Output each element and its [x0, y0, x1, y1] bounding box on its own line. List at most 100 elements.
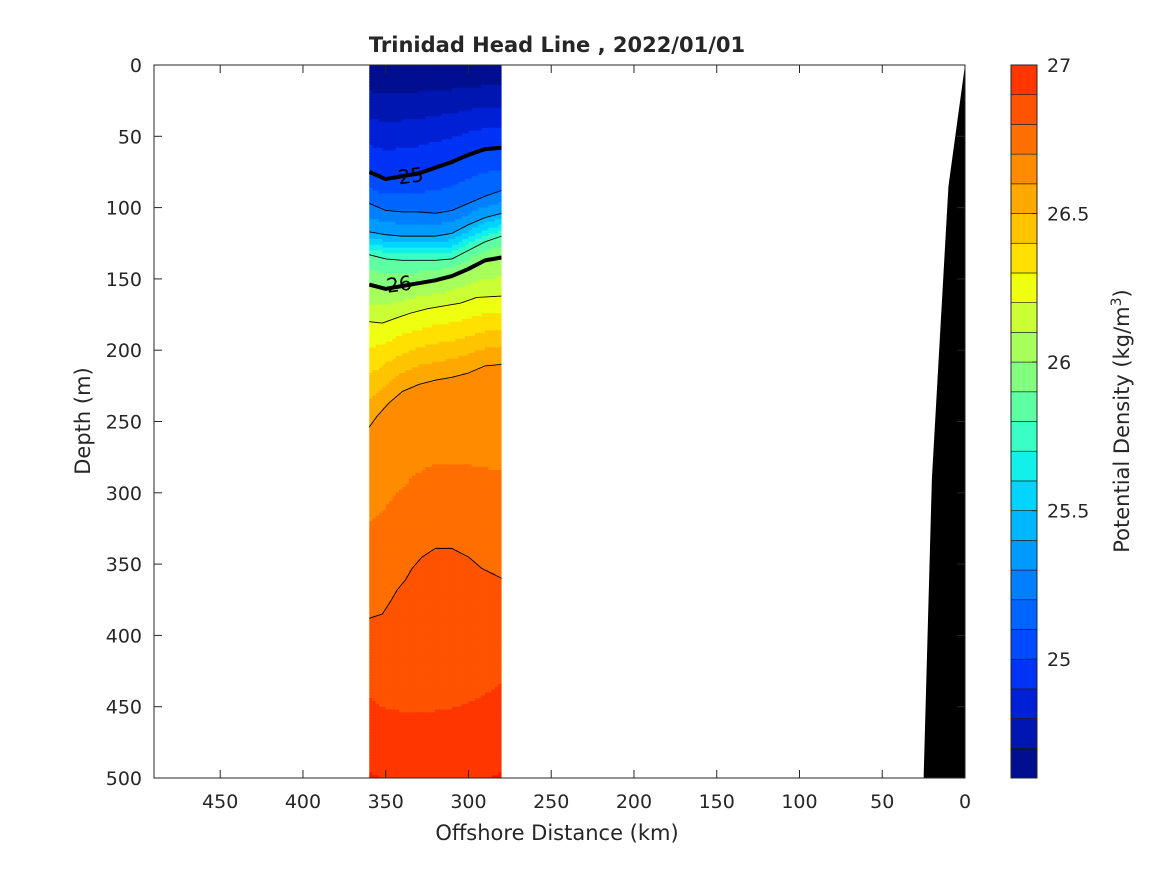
contour-cell — [422, 575, 427, 579]
contour-cell — [402, 763, 407, 768]
contour-cell — [369, 233, 374, 237]
contour-cell — [382, 695, 387, 699]
contour-cell — [392, 669, 397, 674]
contour-cell — [379, 301, 384, 306]
contour-cell — [375, 709, 380, 714]
contour-cell — [432, 649, 436, 654]
contour-cell — [379, 364, 384, 368]
contour-cell — [408, 507, 413, 511]
contour-cell — [375, 658, 380, 662]
contour-cell — [415, 564, 420, 568]
contour-cell — [405, 569, 410, 574]
contour-cell — [375, 373, 380, 377]
contour-cell — [402, 661, 407, 665]
contour-cell — [392, 347, 397, 351]
contour-cell — [398, 90, 403, 95]
contour-cell — [422, 641, 427, 645]
contour-cell — [389, 772, 393, 776]
contour-cell — [415, 489, 420, 494]
contour-cell — [402, 589, 407, 594]
contour-cell — [398, 384, 403, 388]
contour-cell — [389, 601, 393, 605]
contour-cell — [408, 381, 413, 386]
contour-cell — [379, 227, 384, 232]
contour-cell — [369, 743, 374, 748]
contour-cell — [398, 632, 403, 636]
contour-cell — [398, 124, 403, 129]
contour-cell — [418, 475, 423, 480]
contour-cell — [369, 296, 374, 300]
contour-cell — [402, 732, 407, 736]
contour-cell — [369, 589, 374, 594]
contour-cell — [395, 124, 400, 129]
contour-cell — [385, 663, 390, 668]
contour-cell — [372, 527, 377, 531]
contour-cell — [385, 623, 390, 628]
contour-cell — [405, 116, 410, 120]
contour-cell — [382, 586, 387, 591]
contour-cell — [405, 709, 410, 714]
contour-cell — [379, 555, 384, 559]
contour-cell — [369, 270, 374, 274]
contour-cell — [392, 498, 397, 502]
contour-cell — [402, 552, 407, 557]
contour-cell — [412, 70, 417, 75]
contour-cell — [405, 626, 410, 631]
contour-cell — [418, 709, 423, 714]
contour-cell — [385, 572, 390, 577]
contour-cell — [395, 621, 400, 625]
contour-cell — [385, 578, 390, 582]
contour-cell — [392, 507, 397, 511]
contour-cell — [428, 361, 433, 366]
contour-cell — [402, 509, 407, 514]
contour-cell — [398, 681, 403, 685]
contour-cell — [418, 233, 423, 237]
contour-cell — [415, 635, 420, 639]
contour-cell — [415, 692, 420, 696]
contour-cell — [418, 612, 423, 617]
contour-cell — [408, 73, 413, 78]
contour-cell — [422, 256, 427, 260]
contour-cell — [412, 390, 417, 394]
contour-cell — [412, 450, 417, 454]
contour-cell — [395, 507, 400, 511]
contour-cell — [412, 79, 417, 83]
contour-cell — [375, 546, 380, 551]
contour-cell — [369, 193, 374, 197]
contour-cell — [428, 404, 433, 408]
contour-cell — [375, 535, 380, 540]
contour-cell — [432, 347, 436, 351]
contour-cell — [425, 635, 430, 639]
contour-cell — [372, 521, 377, 525]
contour-cell — [398, 749, 403, 753]
contour-cell — [428, 378, 433, 383]
contour-cell — [379, 715, 384, 719]
contour-cell — [425, 164, 430, 169]
contour-cell — [432, 469, 436, 474]
contour-cell — [425, 236, 430, 240]
contour-cell — [425, 612, 430, 617]
contour-cell — [375, 738, 380, 742]
contour-cell — [389, 113, 393, 117]
contour-cell — [395, 604, 400, 608]
contour-cell — [425, 99, 430, 103]
contour-cell — [412, 521, 417, 525]
contour-cell — [415, 250, 420, 254]
contour-cell — [402, 193, 407, 197]
contour-cell — [422, 313, 427, 317]
contour-cell — [382, 598, 387, 602]
contour-cell — [428, 720, 433, 725]
contour-cell — [385, 76, 390, 80]
contour-cell — [415, 740, 420, 745]
contour-cell — [372, 732, 377, 736]
contour-cell — [432, 310, 436, 314]
contour-cell — [392, 375, 397, 380]
contour-cell — [428, 333, 433, 337]
contour-cell — [369, 384, 374, 388]
contour-cell — [395, 144, 400, 149]
contour-cell — [369, 621, 374, 625]
contour-cell — [375, 732, 380, 736]
contour-cell — [412, 604, 417, 608]
contour-cell — [379, 330, 384, 334]
contour-cell — [369, 561, 374, 565]
